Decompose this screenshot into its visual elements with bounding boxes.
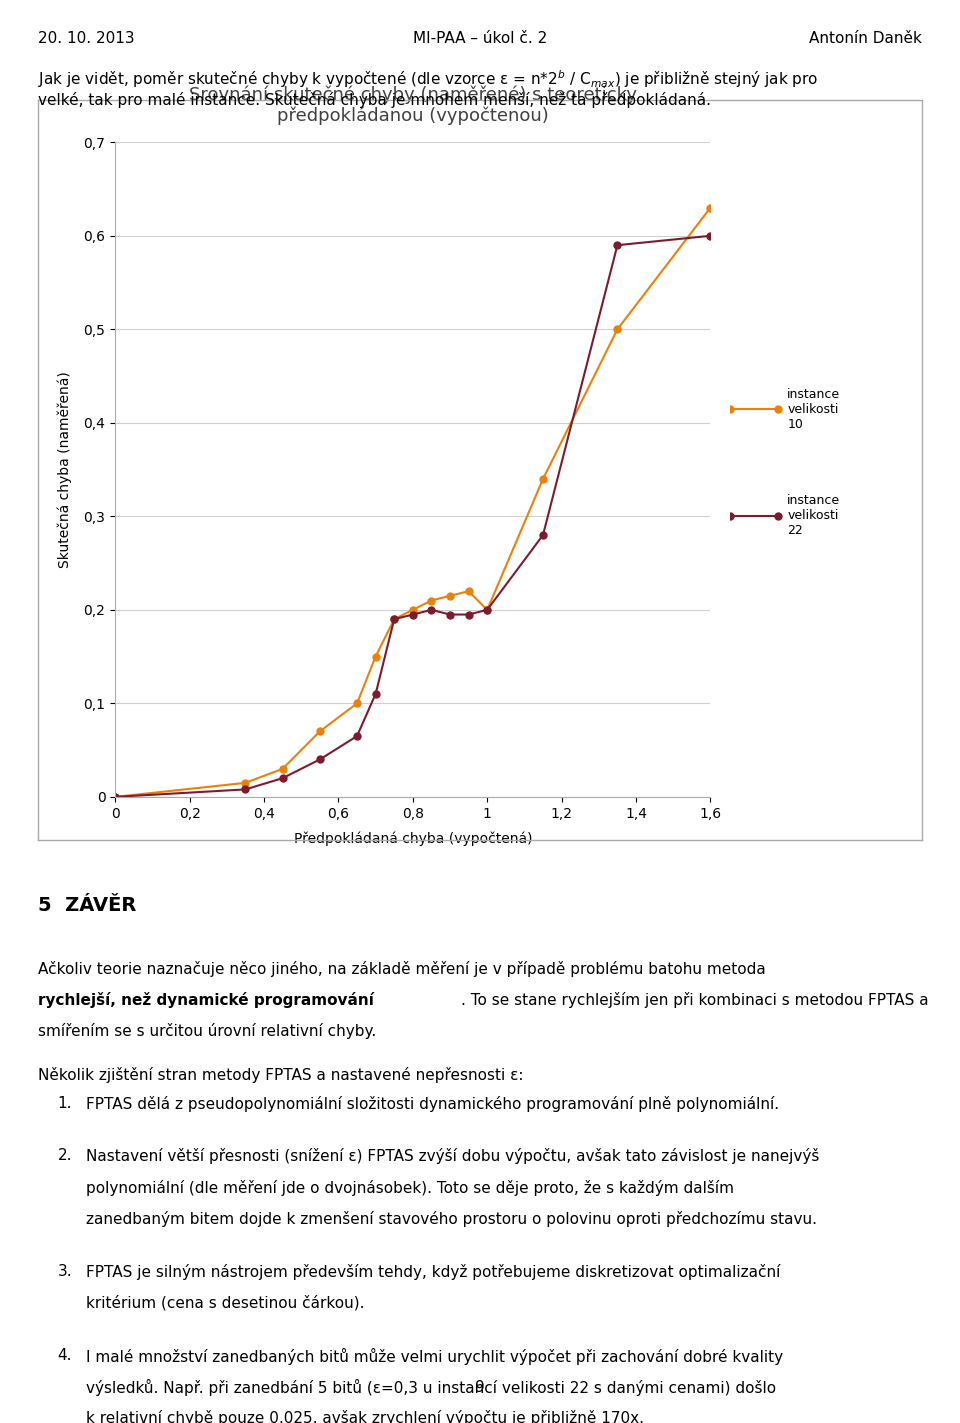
Text: 9: 9 xyxy=(475,1379,485,1395)
Text: instance
velikosti
22: instance velikosti 22 xyxy=(787,494,840,538)
Text: rychlejší, než dynamické programování: rychlejší, než dynamické programování xyxy=(38,992,374,1007)
Text: velké, tak pro malé instance. Skutečná chyba je mnohem menší, než ta předpokláda: velké, tak pro malé instance. Skutečná c… xyxy=(38,92,711,108)
Text: 3.: 3. xyxy=(58,1264,72,1279)
Text: 1.: 1. xyxy=(58,1096,72,1111)
Text: instance
velikosti
10: instance velikosti 10 xyxy=(787,387,840,431)
Text: smířením se s určitou úrovní relativní chyby.: smířením se s určitou úrovní relativní c… xyxy=(38,1023,376,1039)
Text: Ačkoliv teorie naznačuje něco jiného, na základě měření je v případě problému ba: Ačkoliv teorie naznačuje něco jiného, na… xyxy=(38,961,771,976)
Text: kritérium (cena s desetinou čárkou).: kritérium (cena s desetinou čárkou). xyxy=(86,1295,365,1311)
Text: Jak je vidět, poměr skutečné chyby k vypočtené (dle vzorce ε = n*2$^b$ / C$_{max: Jak je vidět, poměr skutečné chyby k vyp… xyxy=(38,68,819,90)
Text: FPTAS dělá z pseudopolynomiální složitosti dynamického programování plně polynom: FPTAS dělá z pseudopolynomiální složitos… xyxy=(86,1096,780,1111)
Text: zanedbaným bitem dojde k zmenšení stavového prostoru o polovinu oproti předchozí: zanedbaným bitem dojde k zmenšení stavov… xyxy=(86,1211,817,1227)
Text: I malé množství zanedbaných bitů může velmi urychlit výpočet při zachování dobré: I malé množství zanedbaných bitů může ve… xyxy=(86,1348,783,1365)
Text: MI-PAA – úkol č. 2: MI-PAA – úkol č. 2 xyxy=(413,31,547,47)
Text: FPTAS je silným nástrojem především tehdy, když potřebujeme diskretizovat optima: FPTAS je silným nástrojem především tehd… xyxy=(86,1264,780,1279)
Text: Několik zjištění stran metody FPTAS a nastavené nepřesnosti ε:: Několik zjištění stran metody FPTAS a na… xyxy=(38,1067,524,1083)
Text: Nastavení větší přesnosti (snížení ε) FPTAS zvýší dobu výpočtu, avšak tato závis: Nastavení větší přesnosti (snížení ε) FP… xyxy=(86,1148,820,1164)
Title: Srovnání skutečné chyby (naměřené) s teoreticky
předpokládanou (vypočtenou): Srovnání skutečné chyby (naměřené) s teo… xyxy=(189,85,636,125)
Text: k relativní chybě pouze 0,025, avšak zrychlení výpočtu je přibližně 170x.: k relativní chybě pouze 0,025, avšak zry… xyxy=(86,1410,644,1423)
Text: výsledků. Např. při zanedbání 5 bitů (ε=0,3 u instancí velikosti 22 s danými cen: výsledků. Např. při zanedbání 5 bitů (ε=… xyxy=(86,1379,777,1396)
Y-axis label: Skutečná chyba (naměřená): Skutečná chyba (naměřená) xyxy=(58,371,72,568)
Text: Antonín Daněk: Antonín Daněk xyxy=(808,31,922,47)
Text: 2.: 2. xyxy=(58,1148,72,1164)
Text: . To se stane rychlejším jen při kombinaci s metodou FPTAS a: . To se stane rychlejším jen při kombina… xyxy=(461,992,928,1007)
Text: 5  ZÁVĚR: 5 ZÁVĚR xyxy=(38,896,136,915)
X-axis label: Předpokládaná chyba (vypočtená): Předpokládaná chyba (vypočtená) xyxy=(294,831,532,847)
Text: 20. 10. 2013: 20. 10. 2013 xyxy=(38,31,135,47)
Text: polynomiální (dle měření jde o dvojnásobek). Toto se děje proto, že s každým dal: polynomiální (dle měření jde o dvojnásob… xyxy=(86,1180,734,1195)
Text: 4.: 4. xyxy=(58,1348,72,1363)
